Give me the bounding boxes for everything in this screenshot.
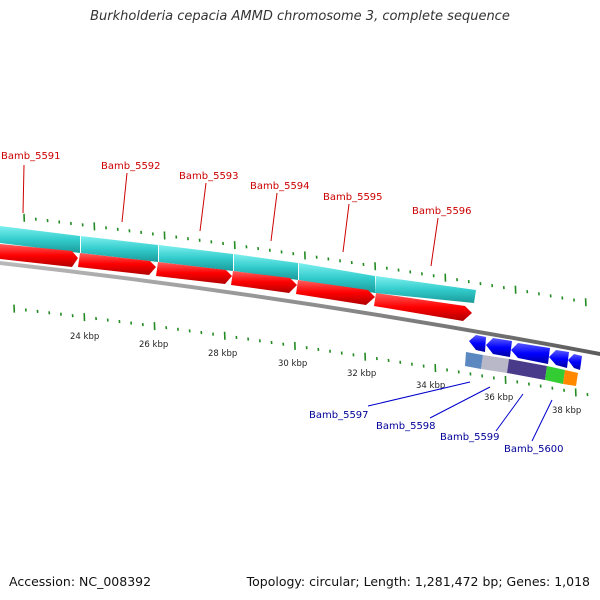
outer-tick-ring	[23, 213, 587, 307]
cds-arrow[interactable]	[156, 262, 232, 284]
feature-bar[interactable]	[507, 359, 547, 380]
gene-label-bamb-5596[interactable]: Bamb_5596	[412, 206, 472, 217]
scale-label: 26 kbp	[139, 340, 168, 350]
forward-gene-labels: Bamb_5591 Bamb_5592 Bamb_5593 Bamb_5594 …	[1, 151, 472, 217]
feature-bar[interactable]	[545, 366, 565, 384]
gene-bar[interactable]	[375, 276, 476, 303]
cds-arrow[interactable]	[511, 343, 550, 364]
map-title: Burkholderia cepacia AMMD chromosome 3, …	[90, 9, 510, 24]
gene-bar[interactable]	[81, 236, 158, 262]
gene-label-bamb-5595[interactable]: Bamb_5595	[323, 192, 383, 203]
accession-text: Accession: NC_008392	[9, 574, 152, 589]
gene-bar[interactable]	[234, 254, 298, 280]
feature-bar[interactable]	[563, 370, 578, 386]
summary-text: Topology: circular; Length: 1,281,472 bp…	[246, 574, 590, 589]
reverse-gene-labels: Bamb_5597 Bamb_5598 Bamb_5599 Bamb_5600	[309, 410, 564, 455]
gene-label-bamb-5593[interactable]: Bamb_5593	[179, 171, 239, 182]
chromosome-backbone	[0, 261, 600, 356]
cds-arrow[interactable]	[486, 338, 512, 357]
gene-bar[interactable]	[159, 245, 233, 271]
forward-cds-track	[0, 244, 472, 321]
gene-bar[interactable]	[0, 226, 80, 253]
scale-label: 30 kbp	[278, 359, 307, 369]
forward-gene-leaders	[22, 164, 439, 267]
scale-label: 28 kbp	[208, 349, 237, 359]
scale-label: 32 kbp	[347, 369, 376, 379]
cds-arrow[interactable]	[469, 335, 486, 352]
gene-bar[interactable]	[299, 263, 375, 293]
reverse-feature-track	[465, 352, 578, 386]
reverse-cds-track	[469, 335, 582, 370]
feature-bar[interactable]	[481, 355, 509, 373]
gene-label-bamb-5598[interactable]: Bamb_5598	[376, 421, 436, 432]
gene-label-bamb-5594[interactable]: Bamb_5594	[250, 181, 310, 192]
gene-label-bamb-5600[interactable]: Bamb_5600	[504, 444, 564, 455]
feature-bar[interactable]	[465, 352, 483, 369]
cds-arrow[interactable]	[568, 354, 582, 370]
reverse-gene-leaders	[367, 381, 553, 442]
inner-scale-ring	[13, 304, 589, 397]
cds-arrow[interactable]	[549, 350, 569, 368]
gene-label-bamb-5592[interactable]: Bamb_5592	[101, 161, 161, 172]
gene-label-bamb-5591[interactable]: Bamb_5591	[1, 151, 61, 162]
scale-label: 36 kbp	[484, 393, 513, 403]
gene-label-bamb-5597[interactable]: Bamb_5597	[309, 410, 369, 421]
scale-label: 24 kbp	[70, 332, 99, 342]
cds-arrow[interactable]	[374, 293, 472, 321]
gene-label-bamb-5599[interactable]: Bamb_5599	[440, 432, 500, 443]
scale-label: 38 kbp	[552, 406, 581, 416]
cds-arrow[interactable]	[231, 271, 297, 293]
scale-label: 34 kbp	[416, 381, 445, 391]
cds-arrow[interactable]	[78, 253, 156, 275]
cds-arrow[interactable]	[0, 244, 78, 267]
forward-gene-bar-track	[0, 226, 476, 303]
cds-arrow[interactable]	[296, 280, 375, 305]
scale-labels: 24 kbp 26 kbp 28 kbp 30 kbp 32 kbp 34 kb…	[70, 332, 581, 416]
